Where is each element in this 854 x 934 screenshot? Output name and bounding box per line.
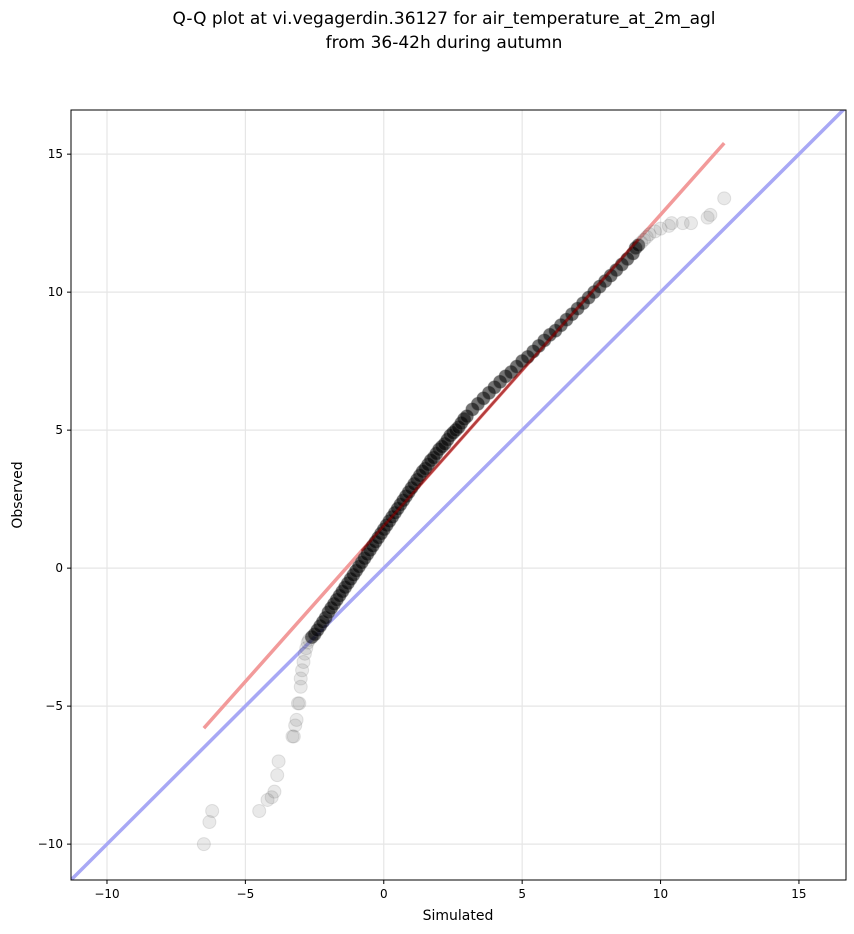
data-point	[648, 224, 663, 239]
y-tick-label: −10	[38, 837, 63, 851]
y-tick-label: 10	[48, 285, 63, 299]
identity-line	[71, 110, 846, 880]
data-point	[252, 804, 267, 819]
x-axis-label: Simulated	[423, 908, 494, 924]
x-tick-label: −10	[94, 887, 119, 901]
x-tick-label: 15	[791, 887, 806, 901]
y-axis-ticks: −10 −5 0 5 10 15	[38, 147, 71, 851]
data-point	[270, 768, 285, 783]
x-tick-label: 5	[518, 887, 526, 901]
data-point	[639, 229, 654, 244]
y-tick-label: 0	[55, 561, 63, 575]
data-point	[293, 671, 308, 686]
x-axis-ticks: −10 −5 0 5 10 15	[94, 880, 807, 901]
fit-line-dense-overlay	[360, 238, 640, 552]
data-point	[260, 792, 275, 807]
y-axis-label: Observed	[10, 461, 26, 528]
data-point	[290, 696, 305, 711]
data-point	[202, 815, 217, 830]
data-point	[205, 804, 220, 819]
chart-title: Q-Q plot at vi.vegagerdin.36127 for air_…	[172, 9, 715, 29]
data-point	[271, 754, 286, 769]
y-tick-label: 5	[55, 423, 63, 437]
data-point	[289, 712, 304, 727]
data-point	[684, 216, 698, 231]
data-point	[295, 663, 310, 678]
data-point	[642, 227, 657, 242]
data-point	[717, 191, 732, 206]
data-point	[703, 207, 718, 222]
data-point	[700, 210, 715, 225]
data-point	[661, 218, 676, 233]
data-point	[296, 654, 311, 669]
x-tick-label: 0	[380, 887, 388, 901]
data-point	[664, 216, 679, 231]
data-point	[264, 790, 279, 805]
identity-line-group	[71, 110, 846, 880]
data-point	[299, 641, 314, 656]
data-point	[285, 729, 300, 744]
data-point	[675, 216, 690, 231]
data-point	[653, 221, 668, 236]
scatter-points	[196, 191, 732, 852]
data-point	[292, 696, 307, 711]
data-point	[297, 646, 312, 661]
data-point	[267, 784, 282, 799]
x-tick-label: 10	[653, 887, 668, 901]
x-tick-label: −5	[237, 887, 255, 901]
plot-area-frame	[70, 109, 847, 881]
data-point	[293, 679, 308, 694]
chart-subtitle: from 36-42h during autumn	[326, 33, 563, 53]
y-tick-label: 15	[48, 147, 63, 161]
data-point	[286, 729, 301, 744]
data-point	[196, 837, 211, 852]
y-tick-label: −5	[45, 699, 63, 713]
grid-lines	[71, 110, 846, 880]
data-point	[288, 718, 303, 733]
